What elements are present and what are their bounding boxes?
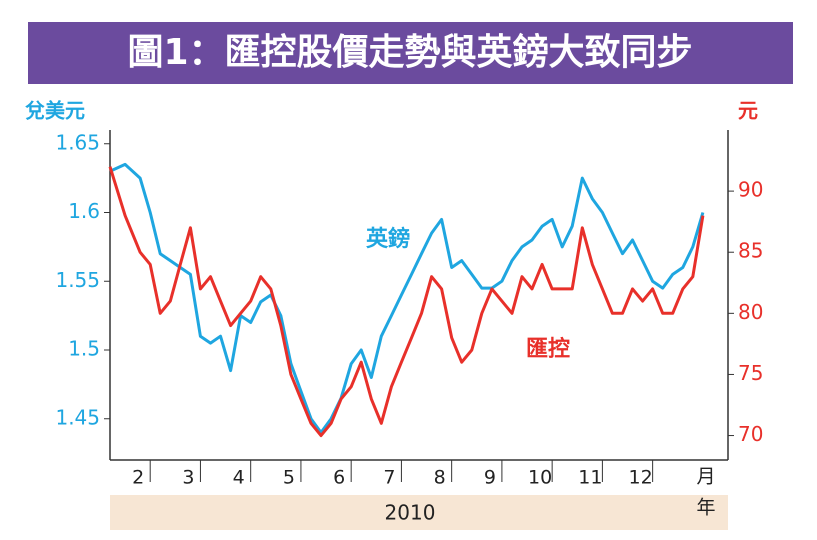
year-band	[110, 495, 728, 530]
x-tick-label: 5	[283, 467, 295, 489]
x-tick-label: 7	[383, 467, 395, 489]
y-axis-title: 兌美元	[25, 99, 85, 123]
y-tick-label: 1.5	[68, 337, 100, 361]
y-tick-label: 1.55	[55, 268, 100, 292]
x-tick-label: 2	[132, 467, 144, 489]
x-axis-title: 2010	[385, 501, 436, 525]
y2-tick-label: 85	[738, 239, 763, 263]
series-line	[108, 166, 705, 438]
x-tick-label: 8	[434, 467, 446, 489]
y2-tick-label: 70	[738, 422, 763, 446]
x-unit: 年	[696, 497, 715, 519]
x-tick-label: 11	[578, 467, 602, 489]
y-tick-label: 1.45	[55, 405, 100, 429]
y2-axis-title: 元	[738, 99, 758, 123]
y2-tick-label: 90	[738, 178, 763, 202]
y-tick-label: 1.6	[68, 199, 100, 223]
series-label: 匯控	[526, 336, 570, 362]
y2-tick-label: 75	[738, 361, 763, 385]
title-bar	[28, 22, 793, 84]
x-tick-label: 6	[333, 467, 345, 489]
x-tick-label: 3	[182, 467, 194, 489]
chart-title: 圖1：匯控股價走勢與英鎊大致同步	[127, 32, 692, 73]
x-tick-label: 9	[484, 467, 496, 489]
x-tick-label: 10	[528, 467, 552, 489]
x-unit: 月	[696, 466, 715, 488]
series-line	[109, 162, 705, 434]
series-label: 英鎊	[366, 226, 410, 252]
x-tick-label: 4	[233, 467, 245, 489]
x-tick-label: 12	[629, 467, 653, 489]
y-tick-label: 1.65	[55, 130, 100, 154]
y2-tick-label: 80	[738, 300, 763, 324]
